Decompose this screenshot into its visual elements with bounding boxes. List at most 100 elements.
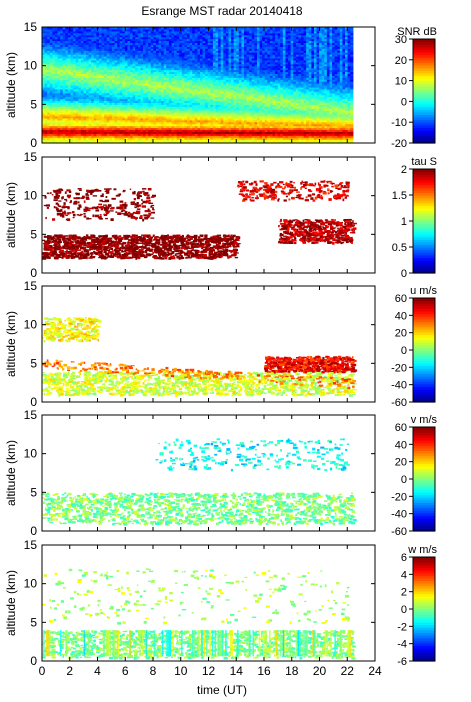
colorbar-segment bbox=[413, 562, 435, 566]
colorbar-segment bbox=[413, 505, 435, 509]
colorbar-segment bbox=[413, 122, 435, 126]
colorbar-tick-label: 6 bbox=[401, 552, 407, 564]
colorbar-label: w m/s bbox=[407, 544, 437, 556]
y-tick-label: 0 bbox=[30, 266, 37, 280]
colorbar-segment bbox=[413, 72, 435, 76]
colorbar-segment bbox=[413, 192, 435, 196]
colorbar-segment bbox=[413, 484, 435, 488]
colorbar-segment bbox=[413, 187, 435, 191]
colorbar-segment bbox=[413, 130, 435, 134]
heatmap-image bbox=[42, 316, 358, 397]
colorbar-segment bbox=[413, 305, 435, 309]
colorbar-segment bbox=[413, 394, 435, 398]
colorbar-segment bbox=[413, 507, 435, 511]
colorbar-segment bbox=[413, 603, 435, 607]
colorbar-segment bbox=[413, 67, 435, 71]
colorbar-segment bbox=[413, 389, 435, 393]
x-tick-label: 12 bbox=[202, 664, 216, 678]
colorbar-segment bbox=[413, 197, 435, 201]
colorbar-label: SNR dB bbox=[397, 26, 437, 38]
colorbar-segment bbox=[413, 200, 435, 204]
colorbar-segment bbox=[413, 109, 435, 113]
colorbar-segment bbox=[413, 171, 435, 175]
colorbar-segment bbox=[413, 254, 435, 258]
colorbar-segment bbox=[413, 98, 435, 102]
colorbar-segment bbox=[413, 334, 435, 338]
colorbar-segment bbox=[413, 450, 435, 454]
colorbar-segment bbox=[413, 564, 435, 568]
colorbar-segment bbox=[413, 104, 435, 108]
y-tick-label: 15 bbox=[24, 150, 38, 164]
colorbar-segment bbox=[413, 577, 435, 581]
x-tick-label: 14 bbox=[230, 664, 244, 678]
colorbar-segment bbox=[413, 447, 435, 451]
colorbar-label: v m/s bbox=[411, 414, 438, 426]
colorbar-tick-label: -20 bbox=[391, 491, 407, 503]
colorbar-segment bbox=[413, 376, 435, 380]
colorbar-segment bbox=[413, 316, 435, 320]
colorbar-segment bbox=[413, 184, 435, 188]
colorbar-segment bbox=[413, 497, 435, 501]
x-tick-label: 10 bbox=[174, 664, 188, 678]
x-tick-label: 24 bbox=[368, 664, 382, 678]
colorbar-segment bbox=[413, 642, 435, 646]
y-tick-label: 5 bbox=[30, 485, 37, 499]
colorbar-segment bbox=[413, 65, 435, 69]
colorbar-segment bbox=[413, 52, 435, 56]
colorbar-tick-label: -10 bbox=[391, 117, 407, 129]
colorbar-segment bbox=[413, 318, 435, 322]
colorbar-segment bbox=[413, 202, 435, 206]
colorbar-segment bbox=[413, 481, 435, 485]
colorbar-segment bbox=[413, 383, 435, 387]
colorbar-segment bbox=[413, 57, 435, 61]
colorbar-segment bbox=[413, 135, 435, 139]
colorbar-segment bbox=[413, 523, 435, 527]
colorbar-segment bbox=[413, 645, 435, 649]
colorbar-segment bbox=[413, 632, 435, 636]
colorbar-segment bbox=[413, 640, 435, 644]
colorbar-segment bbox=[413, 226, 435, 230]
colorbar-segment bbox=[413, 570, 435, 574]
colorbar-segment bbox=[413, 298, 435, 302]
x-tick-label: 18 bbox=[285, 664, 299, 678]
colorbar-segment bbox=[413, 601, 435, 605]
colorbar-segment bbox=[413, 176, 435, 180]
colorbar-segment bbox=[413, 195, 435, 199]
x-tick-label: 22 bbox=[341, 664, 355, 678]
colorbar-segment bbox=[413, 557, 435, 561]
colorbar-segment bbox=[413, 593, 435, 597]
colorbar-segment bbox=[413, 262, 435, 266]
colorbar-segment bbox=[413, 492, 435, 496]
colorbar-tick-label: 40 bbox=[395, 439, 407, 451]
colorbar-segment bbox=[413, 236, 435, 240]
colorbar-segment bbox=[413, 518, 435, 522]
colorbar-segment bbox=[413, 473, 435, 477]
colorbar-segment bbox=[413, 114, 435, 118]
colorbar-segment bbox=[413, 583, 435, 587]
colorbar-segment bbox=[413, 352, 435, 356]
colorbar-segment bbox=[413, 93, 435, 97]
colorbar-segment bbox=[413, 313, 435, 317]
colorbar-segment bbox=[413, 391, 435, 395]
colorbar-tick-label: -40 bbox=[391, 509, 407, 521]
heatmap-image bbox=[42, 568, 357, 660]
colorbar-tick-label: 40 bbox=[395, 310, 407, 322]
colorbar-tick-label: 20 bbox=[395, 55, 407, 67]
colorbar-segment bbox=[413, 515, 435, 519]
colorbar-tick-label: 20 bbox=[395, 328, 407, 340]
colorbar-segment bbox=[413, 70, 435, 74]
colorbar-segment bbox=[413, 355, 435, 359]
colorbar-segment bbox=[413, 106, 435, 110]
colorbar-segment bbox=[413, 78, 435, 82]
y-tick-label: 10 bbox=[24, 189, 38, 203]
colorbar-segment bbox=[413, 370, 435, 374]
colorbar-segment bbox=[413, 614, 435, 618]
y-tick-label: 10 bbox=[24, 59, 38, 73]
colorbar-segment bbox=[413, 427, 435, 431]
colorbar-label: tau S bbox=[411, 156, 437, 168]
colorbar-segment bbox=[413, 223, 435, 227]
colorbar-segment bbox=[413, 241, 435, 245]
colorbar-segment bbox=[413, 399, 435, 403]
colorbar-segment bbox=[413, 453, 435, 457]
